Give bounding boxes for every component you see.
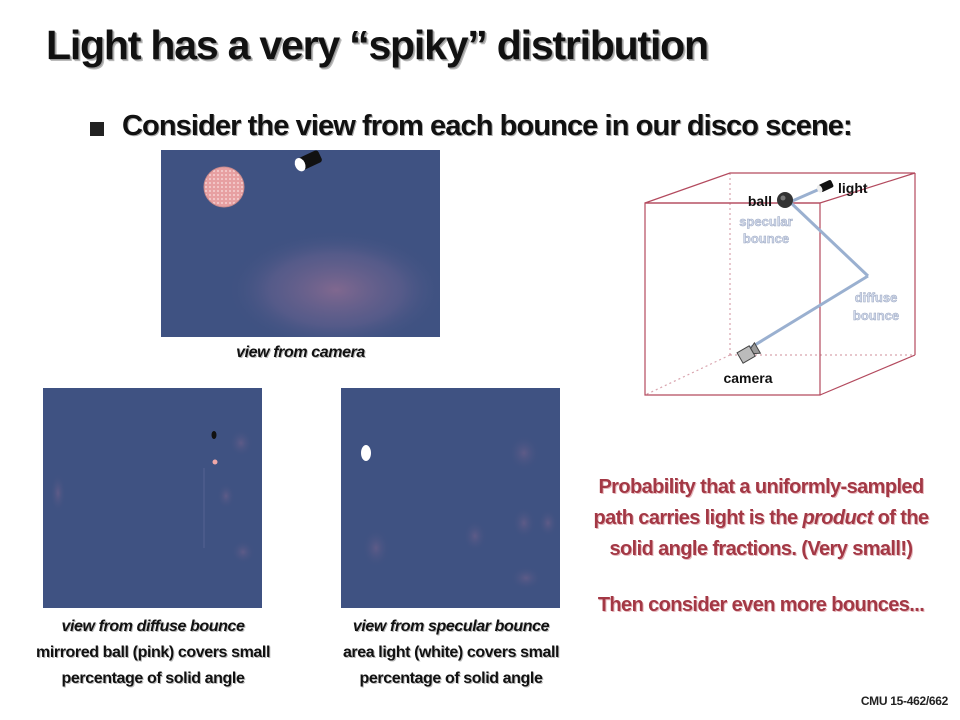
- camera-caption-title: view from camera: [236, 344, 365, 361]
- specular-caption: view from specular bounce area light (wh…: [316, 614, 586, 692]
- slide-title: Light has a very “spiky” distribution: [46, 22, 709, 68]
- specular-bounce-label: bounce: [743, 231, 789, 246]
- light-label: light: [838, 180, 868, 196]
- more-bounces-text: Then consider even more bounces...: [597, 594, 925, 616]
- ball-label: ball: [748, 193, 772, 209]
- course-footer: CMU 15-462/662: [860, 694, 948, 708]
- mirror-ball-icon: [212, 459, 218, 465]
- diffuse-view-image: [50, 429, 255, 564]
- specular-caption-title: view from specular bounce: [352, 618, 550, 635]
- mirror-ball-icon: [203, 166, 245, 208]
- camera-icon: [736, 341, 762, 364]
- camera-label: camera: [723, 370, 772, 386]
- probability-statement: Probability that a uniformly-sampled pat…: [580, 472, 942, 565]
- bullet-square-icon: [90, 121, 104, 136]
- spotlight-icon: [211, 431, 217, 439]
- diffuse-caption-line2: percentage of solid angle: [61, 670, 245, 687]
- diffuse-caption-title: view from diffuse bounce: [61, 618, 245, 635]
- light-icon: [816, 180, 834, 193]
- camera-view-image: [203, 150, 440, 337]
- light-path: [749, 186, 870, 350]
- bullet-text: Consider the view from each bounce in ou…: [122, 110, 853, 142]
- ball-icon: [777, 192, 793, 208]
- probability-line1: Probability that a uniformly-sampled: [598, 476, 924, 498]
- specular-label: specular: [739, 214, 792, 229]
- probability-line3: solid angle fractions. (Very small!): [609, 538, 914, 560]
- spotlight-icon: [294, 150, 322, 172]
- specular-caption-line1: area light (white) covers small: [342, 644, 560, 661]
- diffuse-view-render: [43, 388, 262, 608]
- camera-caption: view from camera: [161, 340, 440, 366]
- diffuse-bounce-label: bounce: [853, 308, 899, 323]
- diffuse-caption-line1: mirrored ball (pink) covers small: [36, 644, 270, 661]
- diffuse-caption: view from diffuse bounce mirrored ball (…: [18, 614, 288, 692]
- specular-caption-line2: percentage of solid angle: [359, 670, 543, 687]
- scene-box-outline: [644, 172, 916, 396]
- disco-scene-diagram: ball light specular bounce diffuse bounc…: [644, 172, 916, 396]
- diffuse-label: diffuse: [855, 290, 898, 305]
- probability-line2: path carries light is the product of the: [593, 507, 930, 529]
- specular-view-render: [341, 388, 560, 608]
- specular-view-image: [361, 435, 558, 590]
- bullet-point: Consider the view from each bounce in ou…: [90, 110, 853, 143]
- camera-view-render: [161, 150, 440, 337]
- area-light-icon: [361, 445, 371, 461]
